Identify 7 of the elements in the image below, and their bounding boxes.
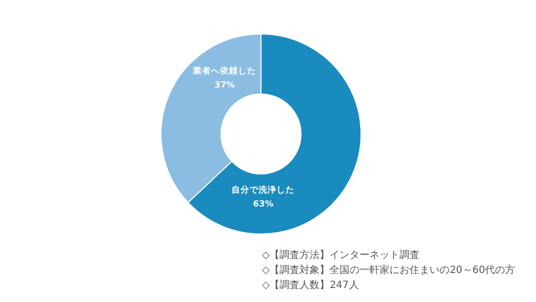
- slice-label: 業者へ依頼した: [192, 66, 256, 77]
- text: ◇【調査人数】247人: [262, 279, 359, 291]
- text: ◇【調査方法】インターネット調査: [262, 249, 420, 261]
- data-label: 63%: [253, 199, 274, 210]
- data-label: 37%: [214, 80, 236, 91]
- slice-label: 自分で洗浄した: [232, 184, 295, 196]
- text: ◇【調査対象】全国の一軒家にお住まいの20～60代の方: [262, 264, 516, 276]
